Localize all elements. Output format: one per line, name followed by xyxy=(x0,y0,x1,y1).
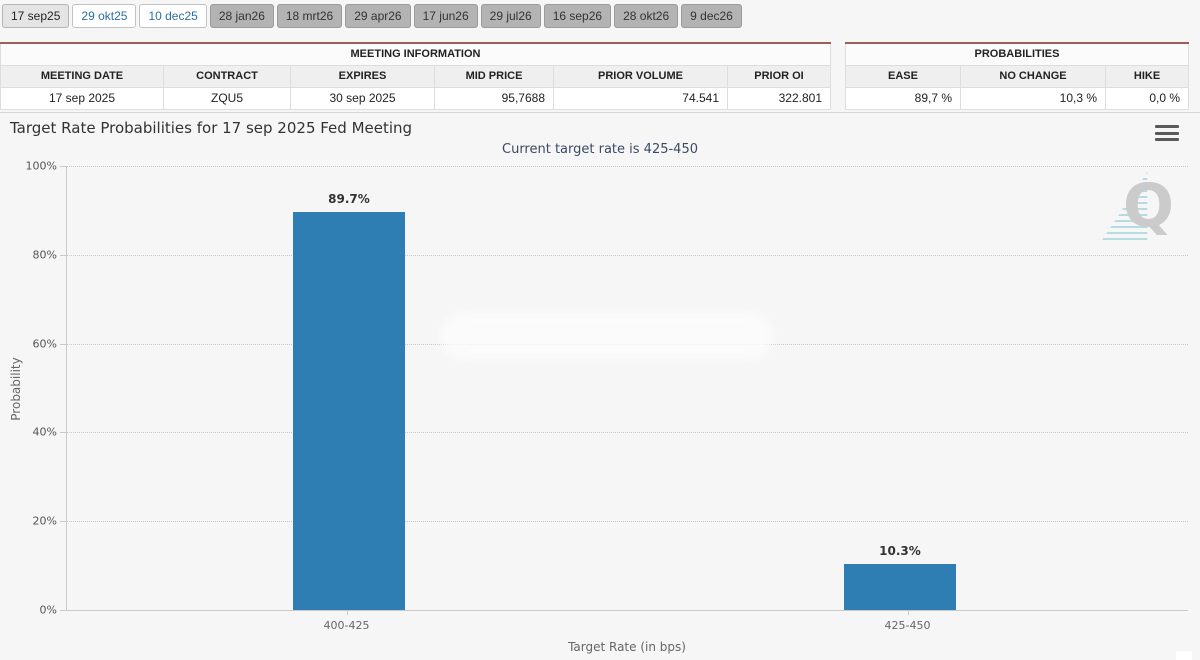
hamburger-line xyxy=(1155,138,1179,141)
y-tickmark xyxy=(60,166,67,167)
y-tick-100: 100% xyxy=(25,159,57,173)
hamburger-icon[interactable] xyxy=(1154,124,1180,142)
prior-oi-value: 322.801 xyxy=(727,86,831,110)
tab-29-apr26[interactable]: 29 apr26 xyxy=(345,4,411,28)
plot-area: 0% 20% 40% 60% 80% 100% Q 89.7% 10.3% xyxy=(26,160,1188,617)
table-header-row: EASE NO CHANGE HIKE xyxy=(845,64,1190,88)
hamburger-line xyxy=(1155,125,1179,128)
meeting-date-value: 17 sep 2025 xyxy=(0,86,164,110)
blurred-overlay xyxy=(441,313,773,359)
y-tickmark xyxy=(60,254,67,256)
col-mid-price: MID PRICE xyxy=(434,64,554,88)
meeting-information-title: MEETING INFORMATION xyxy=(0,42,831,66)
mid-price-value: 95,7688 xyxy=(434,86,554,110)
y-tick-20: 20% xyxy=(32,514,57,528)
hike-value: 0,0 % xyxy=(1104,86,1190,110)
x-category-400-425: 400-425 xyxy=(323,619,370,632)
y-tickmark xyxy=(60,343,67,345)
expires-value: 30 sep 2025 xyxy=(290,86,435,110)
bar-column-400-425: 89.7% xyxy=(293,166,405,610)
x-axis-title: Target Rate (in bps) xyxy=(568,640,686,654)
scroll-corner xyxy=(1176,651,1192,660)
contract-value: ZQU5 xyxy=(163,86,291,110)
tab-29-okt25[interactable]: 29 okt25 xyxy=(72,4,137,28)
y-tick-0: 0% xyxy=(39,603,57,617)
table-title-row: PROBABILITIES xyxy=(844,42,1190,66)
watermark-q-letter: Q xyxy=(1122,171,1174,241)
tab-17-sep25[interactable]: 17 sep25 xyxy=(2,4,70,28)
col-contract: CONTRACT xyxy=(163,64,291,88)
no-change-value: 10,3 % xyxy=(960,86,1106,110)
col-meeting-date: MEETING DATE xyxy=(0,64,164,88)
x-axis-labels: 400-425 425-450 xyxy=(66,619,1188,633)
probabilities-table: PROBABILITIES EASE NO CHANGE HIKE 89,7 %… xyxy=(844,42,1190,110)
gridline-80 xyxy=(67,254,1188,256)
col-ease: EASE xyxy=(845,64,961,88)
tab-10-dec25[interactable]: 10 dec25 xyxy=(139,4,207,28)
gridline-100 xyxy=(67,166,1188,167)
tab-17-jun26[interactable]: 17 jun26 xyxy=(413,4,478,28)
tab-28-okt26[interactable]: 28 okt26 xyxy=(614,4,679,28)
chart-title: Target Rate Probabilities for 17 sep 202… xyxy=(10,119,413,137)
y-axis-title: Probability xyxy=(9,357,23,421)
tab-9-dec26[interactable]: 9 dec26 xyxy=(681,4,742,28)
table-row: 17 sep 2025 ZQU5 30 sep 2025 95,7688 74.… xyxy=(0,86,831,110)
bar-data-label: 10.3% xyxy=(879,544,921,559)
y-tick-60: 60% xyxy=(32,337,57,351)
col-no-change: NO CHANGE xyxy=(960,64,1106,88)
table-row: 89,7 % 10,3 % 0,0 % xyxy=(845,86,1190,110)
x-category-425-450: 425-450 xyxy=(884,619,931,632)
tab-29-jul26[interactable]: 29 jul26 xyxy=(480,4,541,28)
gridline-20 xyxy=(67,521,1188,523)
tab-28-jan26[interactable]: 28 jan26 xyxy=(209,4,274,28)
hamburger-line xyxy=(1155,131,1179,135)
bar-400-425[interactable] xyxy=(293,211,405,610)
x-tickmark xyxy=(907,610,909,615)
chart-subtitle: Current target rate is 425-450 xyxy=(502,142,698,157)
prior-volume-value: 74.541 xyxy=(553,86,728,110)
meeting-tab-bar: 17 sep25 29 okt25 10 dec25 28 jan26 18 m… xyxy=(2,4,742,28)
col-prior-oi: PRIOR OI xyxy=(727,64,831,88)
bar-425-450[interactable] xyxy=(844,564,956,610)
x-tickmark xyxy=(347,610,349,615)
y-tickmark xyxy=(60,521,67,523)
meeting-information-table: MEETING INFORMATION MEETING DATE CONTRAC… xyxy=(0,42,831,110)
bar-data-label: 89.7% xyxy=(328,191,370,206)
y-tick-80: 80% xyxy=(32,248,57,262)
gridline-40 xyxy=(67,432,1188,434)
probabilities-title: PROBABILITIES xyxy=(844,42,1190,66)
table-header-row: MEETING DATE CONTRACT EXPIRES MID PRICE … xyxy=(0,64,831,88)
y-tickmark xyxy=(60,610,67,611)
y-tick-40: 40% xyxy=(32,425,57,439)
y-tickmark xyxy=(60,432,67,434)
chart-panel: Target Rate Probabilities for 17 sep 202… xyxy=(0,112,1200,660)
tab-16-sep26[interactable]: 16 sep26 xyxy=(543,4,612,28)
ease-value: 89,7 % xyxy=(845,86,961,110)
table-title-row: MEETING INFORMATION xyxy=(0,42,831,66)
col-hike: HIKE xyxy=(1104,64,1190,88)
tab-18-mrt26[interactable]: 18 mrt26 xyxy=(276,4,343,28)
col-expires: EXPIRES xyxy=(290,64,435,88)
col-prior-volume: PRIOR VOLUME xyxy=(553,64,728,88)
quikstrike-watermark: Q xyxy=(1102,168,1180,248)
bar-column-425-450: 10.3% xyxy=(844,166,956,610)
